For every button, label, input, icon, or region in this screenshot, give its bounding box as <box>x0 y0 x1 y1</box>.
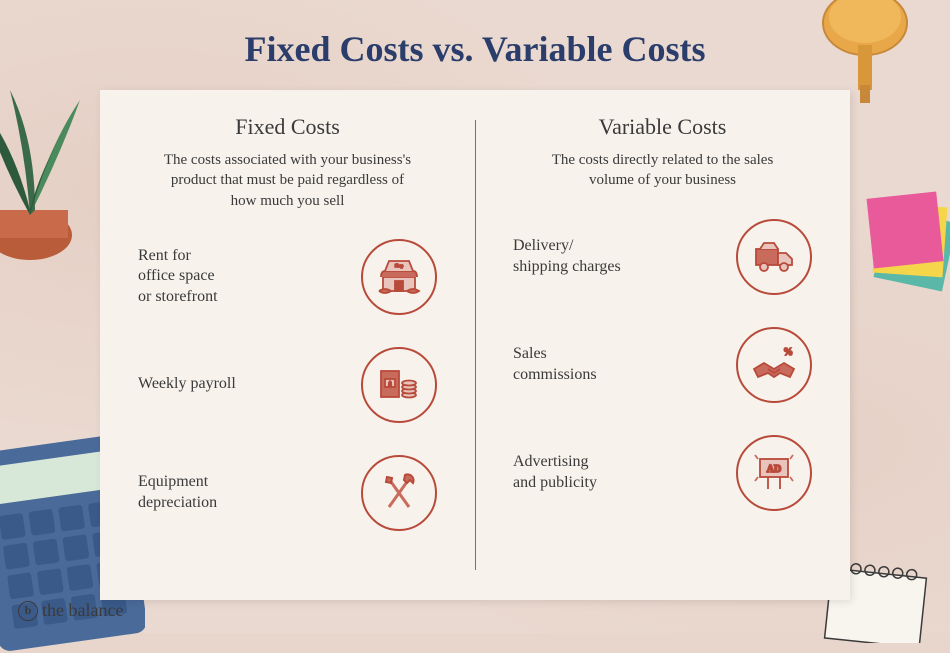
logo-text: the balance <box>42 600 123 621</box>
handshake-icon: % <box>736 327 812 403</box>
item-label: Weekly payroll <box>138 374 361 395</box>
list-item: Rent for office space or storefront Shop <box>130 239 445 315</box>
page-title: Fixed Costs vs. Variable Costs <box>0 28 950 70</box>
tools-icon <box>361 455 437 531</box>
fixed-costs-column: Fixed Costs The costs associated with yo… <box>100 90 475 600</box>
list-item: Sales commissions % <box>505 327 820 403</box>
truck-icon <box>736 219 812 295</box>
payroll-icon: $ <box>361 347 437 423</box>
variable-costs-column: Variable Costs The costs directly relate… <box>475 90 850 600</box>
column-title-fixed: Fixed Costs <box>130 114 445 140</box>
column-title-variable: Variable Costs <box>505 114 820 140</box>
column-description-fixed: The costs associated with your business'… <box>158 150 418 211</box>
billboard-icon: AD <box>736 435 812 511</box>
item-label: Equipment depreciation <box>138 472 361 514</box>
item-label: Advertising and publicity <box>513 452 736 494</box>
comparison-paper: Fixed Costs The costs associated with yo… <box>100 90 850 600</box>
storefront-icon: Shop <box>361 239 437 315</box>
item-label: Sales commissions <box>513 344 736 386</box>
svg-text:%: % <box>784 347 792 358</box>
brand-logo: b the balance <box>18 600 123 621</box>
svg-text:AD: AD <box>767 464 781 475</box>
list-item: Weekly payroll $ <box>130 347 445 423</box>
item-label: Delivery/ shipping charges <box>513 236 736 278</box>
list-item: Equipment depreciation <box>130 455 445 531</box>
svg-text:$: $ <box>389 381 392 388</box>
column-description-variable: The costs directly related to the sales … <box>533 150 793 191</box>
list-item: Advertising and publicity AD <box>505 435 820 511</box>
logo-mark-icon: b <box>18 601 38 621</box>
svg-text:Shop: Shop <box>395 263 403 268</box>
list-item: Delivery/ shipping charges <box>505 219 820 295</box>
item-label: Rent for office space or storefront <box>138 246 361 308</box>
